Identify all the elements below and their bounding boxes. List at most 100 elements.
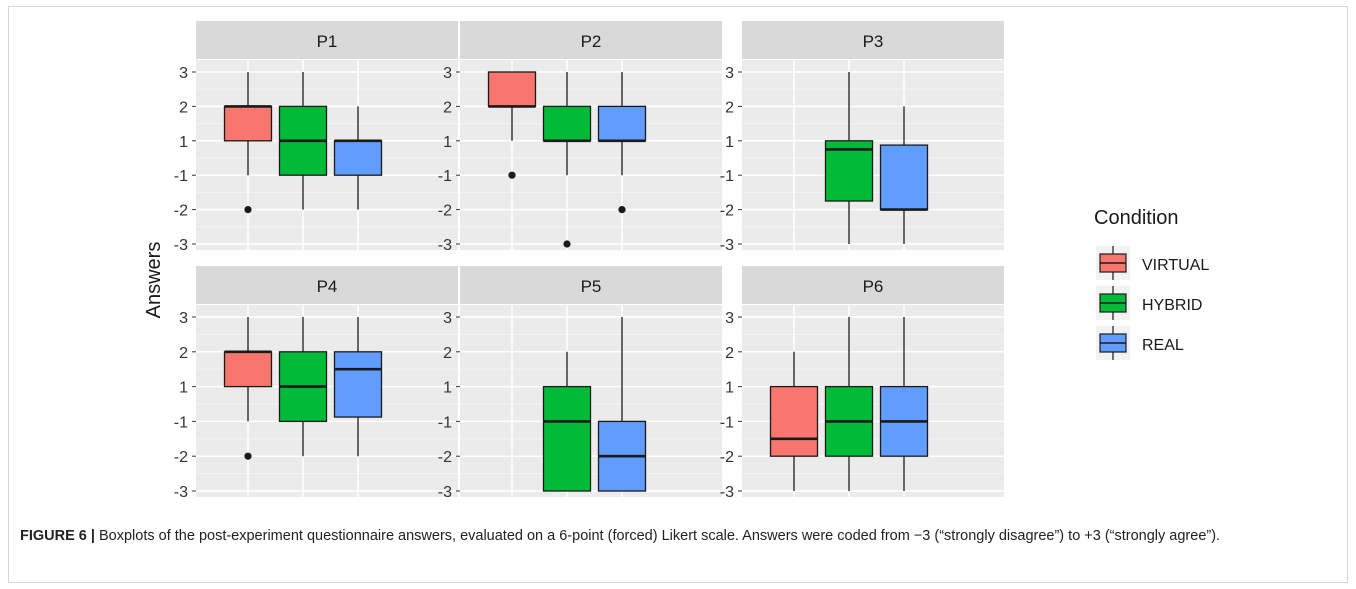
outlier-point bbox=[508, 171, 516, 179]
box-iqr bbox=[487, 71, 537, 108]
y-tick-label: 1 bbox=[179, 380, 188, 397]
box-iqr bbox=[769, 385, 819, 457]
box-real bbox=[879, 317, 929, 491]
box-real bbox=[597, 72, 647, 214]
y-tick-label: 3 bbox=[179, 310, 188, 327]
box-hybrid bbox=[542, 72, 592, 248]
panel-strip bbox=[742, 21, 1004, 59]
y-tick-label: -2 bbox=[720, 449, 734, 466]
panel-strip bbox=[742, 266, 1004, 304]
panel-title: P4 bbox=[317, 277, 338, 296]
y-tick-label: -3 bbox=[174, 237, 188, 254]
y-tick-label: 2 bbox=[179, 345, 188, 362]
panel-strip bbox=[196, 21, 458, 59]
y-tick-label: 1 bbox=[179, 134, 188, 151]
y-tick-label: 3 bbox=[443, 310, 452, 327]
box-real bbox=[333, 317, 383, 457]
y-tick-label: -3 bbox=[438, 484, 452, 501]
y-tick-label: -1 bbox=[174, 168, 188, 185]
outlier-point bbox=[244, 452, 252, 460]
caption-text: Boxplots of the post-experiment question… bbox=[94, 528, 1221, 544]
y-tick-label: -3 bbox=[174, 484, 188, 501]
legend-label: VIRTUAL bbox=[1142, 257, 1209, 274]
y-tick-label: 3 bbox=[725, 65, 734, 82]
legend-item-real: REAL bbox=[1096, 326, 1184, 360]
box-real bbox=[333, 106, 383, 210]
y-tick-label: -2 bbox=[720, 203, 734, 220]
y-tick-label: 1 bbox=[725, 380, 734, 397]
panel-title: P3 bbox=[863, 32, 884, 51]
box-iqr bbox=[333, 351, 383, 418]
panel-strip bbox=[196, 266, 458, 304]
box-hybrid bbox=[278, 72, 328, 210]
box-virtual bbox=[769, 351, 819, 491]
y-tick-label: 1 bbox=[725, 134, 734, 151]
y-tick-label: -3 bbox=[438, 237, 452, 254]
legend-item-hybrid: HYBRID bbox=[1096, 286, 1202, 320]
box-hybrid bbox=[542, 351, 592, 492]
legend-title: Condition bbox=[1094, 207, 1179, 229]
y-tick-label: -1 bbox=[720, 414, 734, 431]
legend-label: HYBRID bbox=[1142, 297, 1202, 314]
panel-title: P5 bbox=[581, 277, 602, 296]
panel-strip bbox=[460, 266, 722, 304]
box-iqr bbox=[824, 140, 874, 202]
box-hybrid bbox=[278, 317, 328, 457]
legend: Condition VIRTUAL HYBRID REAL bbox=[1094, 207, 1209, 360]
box-iqr bbox=[542, 385, 592, 492]
box-iqr bbox=[542, 105, 592, 142]
panel-strip bbox=[460, 21, 722, 59]
y-axis-label: Answers bbox=[143, 242, 165, 319]
y-tick-label: -1 bbox=[174, 414, 188, 431]
y-tick-label: 2 bbox=[725, 345, 734, 362]
outlier-point bbox=[618, 206, 626, 214]
outlier-point bbox=[563, 240, 571, 248]
panel-title: P6 bbox=[863, 277, 884, 296]
box-iqr bbox=[223, 351, 273, 388]
box-iqr bbox=[597, 105, 647, 142]
y-tick-label: -3 bbox=[720, 484, 734, 501]
y-tick-label: -2 bbox=[438, 449, 452, 466]
box-real bbox=[597, 317, 647, 492]
y-tick-label: -2 bbox=[174, 203, 188, 220]
panel-title: P1 bbox=[317, 32, 338, 51]
y-tick-label: 2 bbox=[179, 99, 188, 116]
caption-label: FIGURE 6 | bbox=[20, 528, 95, 544]
legend-label: REAL bbox=[1142, 337, 1184, 354]
y-tick-label: -1 bbox=[720, 168, 734, 185]
y-tick-label: 2 bbox=[443, 99, 452, 116]
box-iqr bbox=[333, 140, 383, 176]
box-virtual bbox=[223, 317, 273, 460]
box-hybrid bbox=[824, 72, 874, 244]
y-tick-label: 3 bbox=[443, 65, 452, 82]
y-tick-label: 3 bbox=[179, 65, 188, 82]
box-virtual bbox=[223, 72, 273, 214]
box-real bbox=[879, 106, 929, 244]
y-tick-label: -2 bbox=[174, 449, 188, 466]
y-tick-label: 1 bbox=[443, 134, 452, 151]
y-tick-label: 2 bbox=[725, 99, 734, 116]
boxplot-figure: P1 -3 -2 -1 1 2 3 P2 -3 -2 -1 1 2 3 P3 -3 -2 -1 1 2 3 P4 -3 -2 -… bbox=[143, 21, 1209, 501]
legend-item-virtual: VIRTUAL bbox=[1096, 246, 1209, 280]
panel-p5: P5 -3 -2 -1 1 2 3 bbox=[438, 266, 722, 501]
y-tick-label: -1 bbox=[438, 414, 452, 431]
figure-frame bbox=[8, 6, 1348, 583]
box-iqr bbox=[879, 144, 929, 211]
y-tick-label: 3 bbox=[725, 310, 734, 327]
y-tick-label: -1 bbox=[438, 168, 452, 185]
panel-p3: P3 -3 -2 -1 1 2 3 bbox=[720, 21, 1004, 254]
y-tick-label: -2 bbox=[438, 203, 452, 220]
box-hybrid bbox=[824, 317, 874, 491]
figure-caption: FIGURE 6 | Boxplots of the post-experime… bbox=[20, 526, 1340, 546]
box-iqr bbox=[223, 105, 273, 142]
panel-title: P2 bbox=[581, 32, 602, 51]
y-tick-label: 2 bbox=[443, 345, 452, 362]
panel-p6: P6 -3 -2 -1 1 2 3 bbox=[720, 266, 1004, 501]
panel-p4: P4 -3 -2 -1 1 2 3 bbox=[174, 266, 458, 501]
panel-p1: P1 -3 -2 -1 1 2 3 bbox=[174, 21, 458, 254]
panel-p2: P2 -3 -2 -1 1 2 3 bbox=[438, 21, 722, 254]
outlier-point bbox=[244, 206, 252, 214]
y-tick-label: -3 bbox=[720, 237, 734, 254]
box-virtual bbox=[487, 71, 537, 179]
y-tick-label: 1 bbox=[443, 380, 452, 397]
